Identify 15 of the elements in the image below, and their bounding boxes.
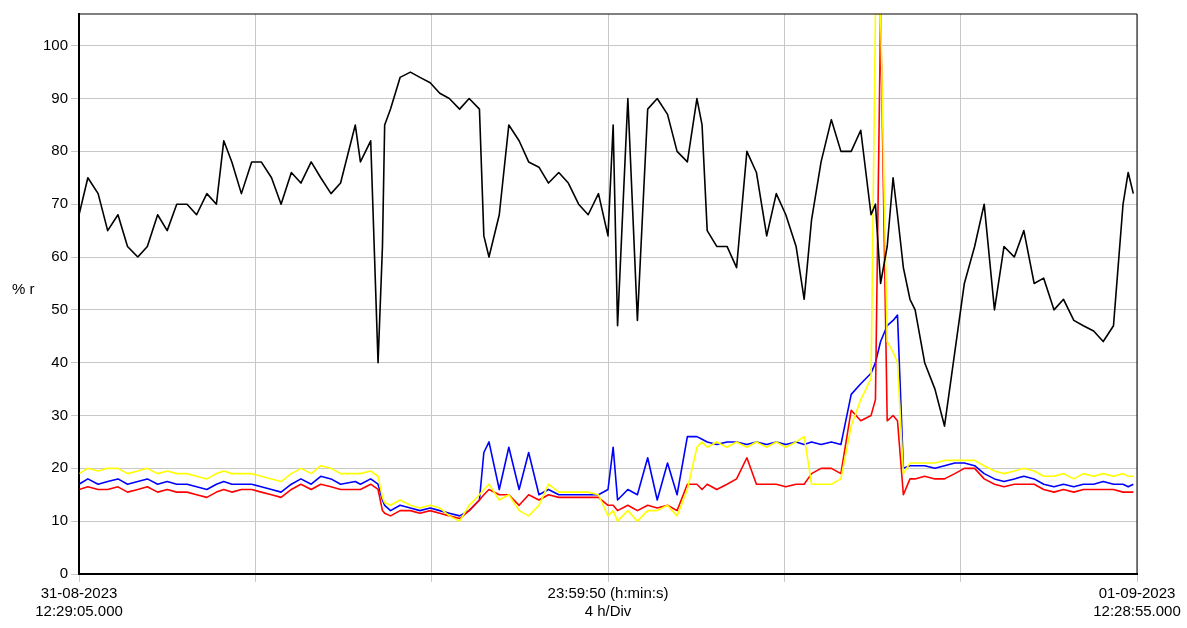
y-tick-label: 20 — [51, 458, 69, 476]
x-tick-label: 23:59:50 (h:min:s) 4 h/Div — [547, 584, 669, 620]
y-tick-label: 60 — [51, 247, 69, 265]
y-tick-label: 70 — [51, 194, 69, 212]
x-tick-label: 01-09-2023 12:28:55.000 — [1093, 584, 1181, 620]
x-tick-label: 31-08-2023 12:29:05.000 — [35, 584, 123, 620]
y-tick-label: 90 — [51, 88, 69, 106]
y-tick-label: 30 — [51, 405, 69, 423]
y-tick-label: 10 — [51, 511, 69, 529]
y-axis-title: % r — [12, 280, 35, 297]
y-tick-label: 50 — [51, 299, 69, 317]
y-tick-label: 40 — [51, 352, 69, 370]
y-tick-label: 0 — [59, 564, 69, 582]
y-tick-label: 100 — [43, 35, 69, 53]
y-tick-label: 80 — [51, 141, 69, 159]
